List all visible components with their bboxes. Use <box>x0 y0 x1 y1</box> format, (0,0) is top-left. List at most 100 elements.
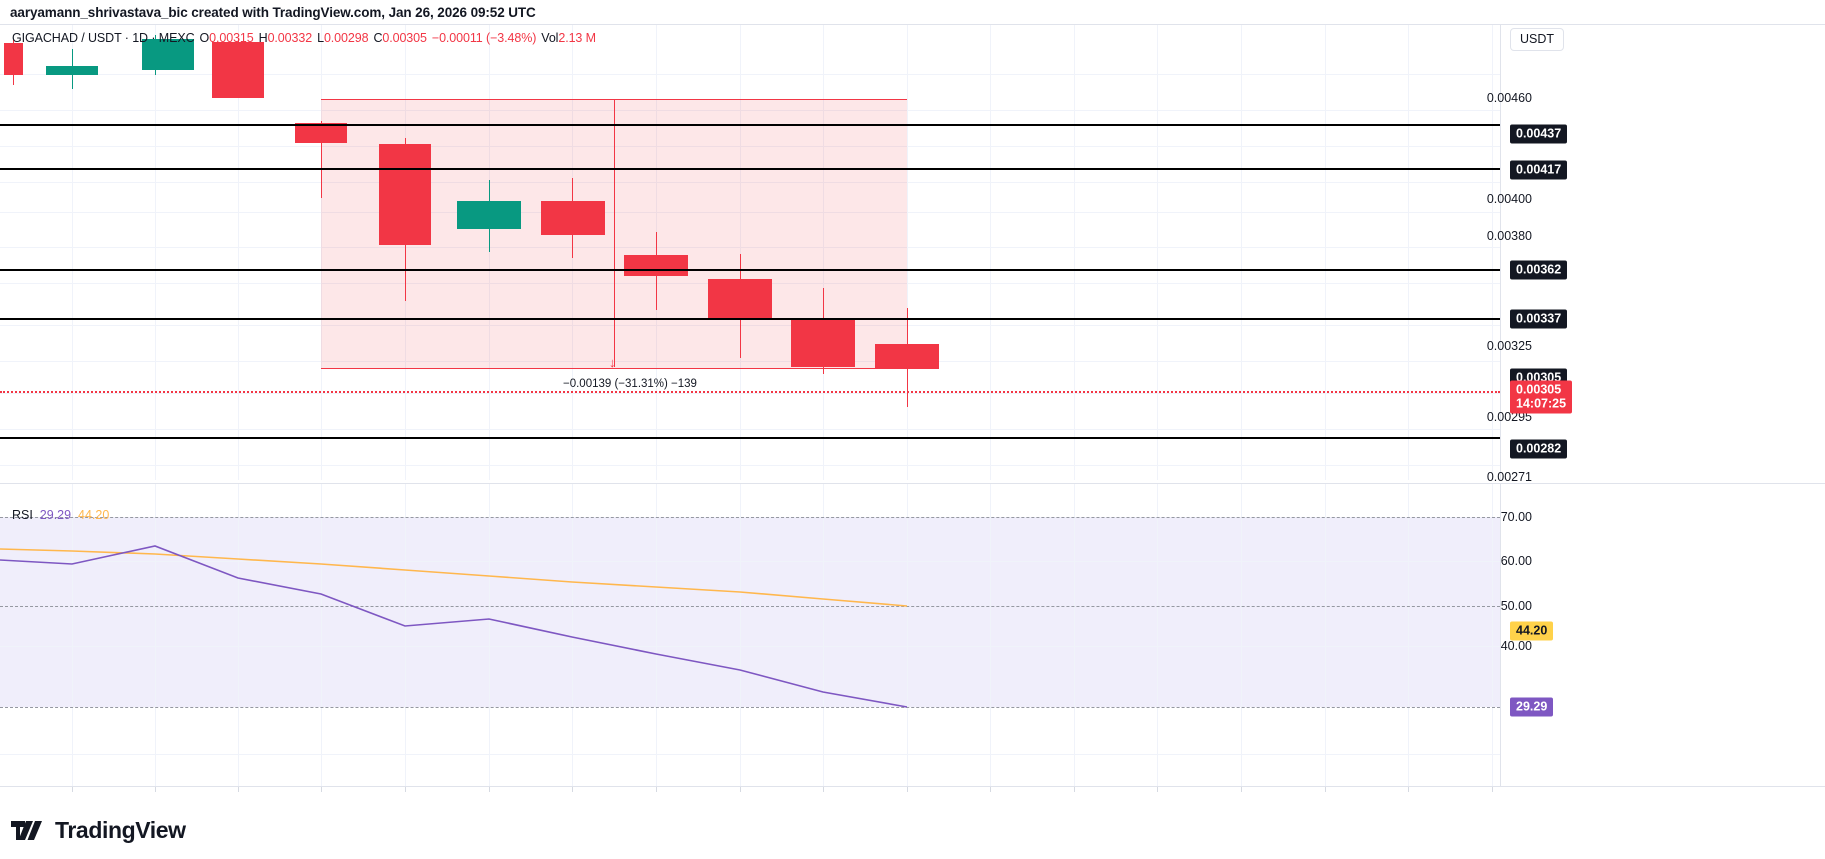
rsi-axis-tick: 40.00 <box>1500 639 1532 653</box>
grid-line-vertical <box>1074 25 1075 480</box>
rsi-value: 29.29 <box>39 508 72 522</box>
chart-legend[interactable]: GIGACHAD / USDT · 1D · MEXC O0.00315 H 0.00… <box>12 31 596 45</box>
rsi-axis-tick: 60.00 <box>1500 554 1532 568</box>
grid-line-vertical <box>1241 25 1242 480</box>
grid-line-horizontal <box>0 561 1500 562</box>
candle-body <box>791 318 855 367</box>
grid-line-vertical <box>823 25 824 480</box>
price-pane[interactable]: ↓ −0.00139 (−31.31%) −139 <box>0 25 1500 480</box>
time-tick <box>1074 787 1075 792</box>
price-axis-tick: 0.00380 <box>1486 229 1532 243</box>
legend-volume-key: Vol <box>541 31 559 45</box>
grid-line-vertical <box>990 25 991 480</box>
last-price-badge[interactable]: 0.00305 14:07:25 <box>1510 380 1573 414</box>
rsi-legend[interactable]: RSI 29.29 44.20 <box>12 508 109 522</box>
grid-line-vertical <box>990 484 991 787</box>
time-tick <box>656 787 657 792</box>
price-axis[interactable]: USDT 0.00460 0.00400 0.00380 0.00325 0.0… <box>1487 25 1825 484</box>
grid-line-vertical <box>1492 25 1493 480</box>
last-price-value: 0.00305 <box>1516 382 1562 397</box>
measure-range-arrow-icon: ↓ <box>609 355 616 370</box>
currency-chip[interactable]: USDT <box>1510 28 1565 51</box>
rsi-value-line <box>0 545 908 708</box>
legend-volume-value: 2.13 M <box>558 31 596 45</box>
tradingview-logo[interactable]: TradingView <box>11 817 186 844</box>
grid-line-vertical <box>656 484 657 787</box>
candle-wick <box>321 121 322 198</box>
tradingview-wordmark: TradingView <box>55 817 186 843</box>
legend-change: −0.00011 (−3.48%) <box>431 31 537 45</box>
rsi-value-badge[interactable]: 29.29 <box>1510 697 1554 717</box>
grid-line-horizontal <box>0 146 1500 147</box>
candle-body <box>379 144 431 245</box>
legend-high-key: H <box>258 31 268 45</box>
candle-body <box>708 279 772 318</box>
grid-line-vertical <box>238 25 239 480</box>
time-tick <box>1325 787 1326 792</box>
candle-body <box>457 201 521 229</box>
grid-line-vertical <box>155 25 156 480</box>
grid-line-vertical <box>321 484 322 787</box>
grid-line-vertical <box>1157 25 1158 480</box>
grid-line-horizontal <box>0 465 1500 466</box>
grid-line-horizontal <box>0 74 1500 75</box>
time-tick <box>489 787 490 792</box>
rsi-axis[interactable]: 70.00 60.00 50.00 40.00 44.20 29.29 <box>1500 483 1825 787</box>
legend-low-value: 0.00298 <box>323 31 369 45</box>
chart-frame: ↓ −0.00139 (−31.31%) −139 <box>0 24 1825 820</box>
time-tick <box>1408 787 1409 792</box>
grid-line-horizontal <box>0 110 1500 111</box>
grid-line-horizontal <box>0 393 1500 394</box>
legend-symbol[interactable]: GIGACHAD / USDT · 1D · MEXC <box>12 31 195 45</box>
legend-open-value: 0.00315 <box>209 31 254 45</box>
price-level-badge[interactable]: 0.00417 <box>1510 160 1568 180</box>
grid-line-vertical <box>1241 484 1242 787</box>
rsi-title: RSI <box>12 508 33 522</box>
grid-line-horizontal <box>0 212 1500 213</box>
horizontal-price-line[interactable] <box>0 168 1500 170</box>
time-tick <box>740 787 741 792</box>
grid-line-horizontal <box>0 361 1500 362</box>
tradingview-logo-icon <box>11 821 42 840</box>
grid-line-vertical <box>1408 25 1409 480</box>
time-tick <box>823 787 824 792</box>
rsi-signal-badge[interactable]: 44.20 <box>1510 621 1554 641</box>
grid-line-vertical <box>1157 484 1158 787</box>
legend-open-key: O <box>199 31 210 45</box>
horizontal-price-line[interactable] <box>0 318 1500 320</box>
grid-line-vertical <box>1325 25 1326 480</box>
grid-line-vertical <box>823 484 824 787</box>
price-level-badge[interactable]: 0.00337 <box>1510 309 1568 329</box>
grid-line-horizontal <box>0 182 1500 183</box>
grid-line-vertical <box>489 25 490 480</box>
price-level-badge[interactable]: 0.00362 <box>1510 260 1568 280</box>
horizontal-price-line[interactable] <box>0 124 1500 126</box>
grid-line-vertical <box>907 484 908 787</box>
rsi-oversold-line <box>0 707 1500 708</box>
grid-line-vertical <box>740 25 741 480</box>
time-tick <box>238 787 239 792</box>
grid-line-horizontal <box>0 754 1500 755</box>
grid-line-vertical <box>489 484 490 787</box>
grid-line-horizontal <box>0 247 1500 248</box>
grid-line-horizontal <box>0 429 1500 430</box>
price-level-badge[interactable]: 0.00282 <box>1510 439 1568 459</box>
price-axis-tick: 0.00400 <box>1486 192 1532 206</box>
time-tick <box>72 787 73 792</box>
measure-range-label: −0.00139 (−31.31%) −139 <box>563 378 697 390</box>
grid-line-horizontal <box>0 646 1500 647</box>
price-level-badge[interactable]: 0.00437 <box>1510 124 1568 144</box>
grid-line-vertical <box>72 25 73 480</box>
candle-body <box>541 201 605 235</box>
grid-line-vertical <box>321 25 322 480</box>
measure-range-vertical-line <box>614 99 615 367</box>
candle-body <box>624 255 688 276</box>
horizontal-price-line[interactable] <box>0 437 1500 439</box>
grid-line-vertical <box>572 484 573 787</box>
price-axis-tick: 0.00460 <box>1486 91 1532 105</box>
grid-line-vertical <box>1074 484 1075 787</box>
price-axis-tick: 0.00295 <box>1486 410 1532 424</box>
price-axis-tick: 0.00325 <box>1486 339 1532 353</box>
horizontal-price-line[interactable] <box>0 269 1500 271</box>
rsi-pane[interactable]: RSI 29.29 44.20 <box>0 483 1500 787</box>
